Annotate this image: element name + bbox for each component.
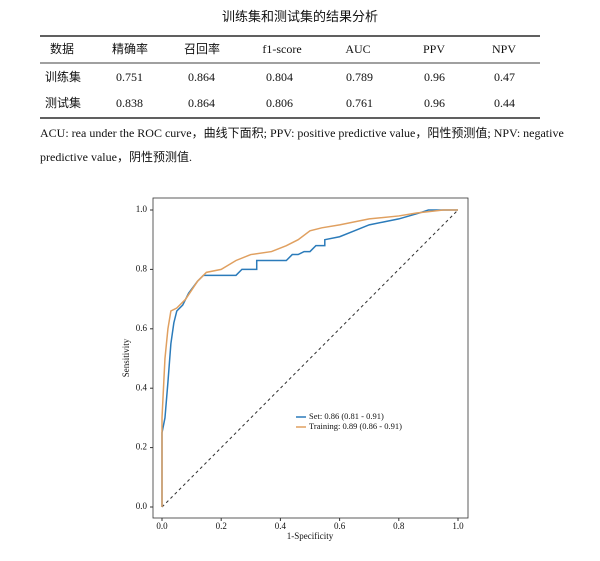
- note: ACU: rea under the ROC curve，曲线下面积; PPV:…: [40, 126, 564, 164]
- x-tick-label: 0.8: [393, 521, 405, 531]
- roc-line: [161, 209, 458, 507]
- table-cell: 0.751: [116, 70, 143, 84]
- header-cell: PPV: [423, 42, 445, 56]
- table-title: 训练集和测试集的结果分析: [222, 9, 378, 24]
- x-tick-label: 1.0: [452, 521, 464, 531]
- table-cell: 0.47: [494, 70, 515, 84]
- x-tick-label: 0.2: [216, 521, 227, 531]
- header-cell: 精确率: [112, 41, 148, 56]
- table-cell: 0.806: [266, 96, 293, 110]
- header-cell: f1-score: [262, 42, 301, 56]
- x-tick-label: 0.6: [334, 521, 346, 531]
- y-tick-label: 0.4: [136, 382, 148, 392]
- x-axis-label: 1-Specificity: [287, 531, 334, 541]
- table-cell: 测试集: [45, 95, 81, 110]
- legend-label: Set: 0.86 (0.81 - 0.91): [309, 411, 384, 421]
- y-tick-label: 0.6: [136, 323, 148, 333]
- y-axis-label: Sensitivity: [121, 338, 131, 377]
- table-cell: 0.838: [116, 96, 143, 110]
- legend-label: Training: 0.89 (0.86 - 0.91): [309, 421, 402, 431]
- y-tick-label: 0.8: [136, 263, 148, 273]
- roc-line: [161, 209, 458, 507]
- header-cell: NPV: [492, 42, 516, 56]
- y-tick-label: 1.0: [136, 204, 148, 214]
- table-cell: 0.864: [188, 70, 215, 84]
- table-cell: 0.804: [266, 70, 293, 84]
- header-cell: 数据: [50, 41, 74, 56]
- x-tick-label: 0.4: [275, 521, 287, 531]
- y-tick-label: 0.0: [136, 501, 148, 511]
- reference-line: [161, 209, 459, 508]
- table-cell: 0.96: [424, 96, 445, 110]
- table-cell: 训练集: [45, 69, 81, 84]
- table-cell: 0.864: [188, 96, 215, 110]
- table-cell: 0.44: [494, 96, 515, 110]
- x-tick-label: 0.0: [156, 521, 168, 531]
- table-cell: 0.96: [424, 70, 445, 84]
- y-tick-label: 0.2: [136, 442, 147, 452]
- table-cell: 0.761: [346, 96, 373, 110]
- plot-frame: [152, 197, 469, 519]
- header-cell: 召回率: [184, 41, 220, 56]
- header-cell: AUC: [345, 42, 370, 56]
- table-cell: 0.789: [346, 70, 373, 84]
